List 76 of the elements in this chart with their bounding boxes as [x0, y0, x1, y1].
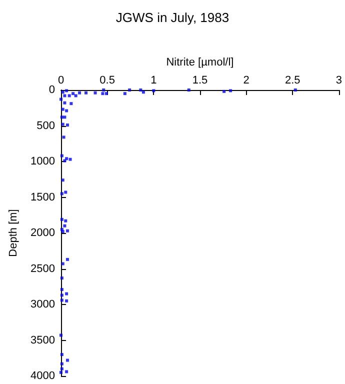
- point: [61, 230, 64, 234]
- point: [152, 89, 156, 92]
- point: [94, 91, 97, 94]
- point: [60, 353, 64, 356]
- point: [61, 90, 64, 94]
- point: [139, 88, 142, 92]
- point: [60, 294, 64, 297]
- point: [62, 136, 66, 139]
- y-tick-label: 4000: [30, 370, 55, 382]
- point: [66, 229, 69, 232]
- point: [63, 159, 66, 162]
- point: [128, 88, 132, 92]
- point: [61, 108, 64, 111]
- point: [72, 92, 75, 96]
- point: [66, 124, 69, 127]
- y-tick-label: 1000: [30, 156, 55, 168]
- point: [64, 219, 68, 222]
- x-tick-label: 3: [336, 74, 342, 86]
- point: [60, 154, 64, 158]
- point: [78, 91, 82, 94]
- y-tick-label: 3500: [30, 334, 55, 346]
- point: [74, 94, 78, 98]
- point: [66, 358, 69, 362]
- point: [101, 92, 104, 96]
- point: [60, 367, 64, 370]
- point: [222, 90, 226, 93]
- y-tick-label: 500: [36, 120, 55, 132]
- point: [70, 102, 73, 106]
- point: [65, 157, 68, 160]
- x-tick-label: 1: [150, 74, 157, 86]
- point: [65, 109, 68, 112]
- y-tick-label: 3000: [30, 298, 55, 310]
- point: [60, 192, 64, 196]
- point: [65, 299, 68, 302]
- point: [60, 98, 62, 101]
- y-tick-label: 0: [48, 84, 55, 96]
- point: [60, 334, 62, 337]
- point: [60, 298, 64, 302]
- point: [229, 89, 232, 92]
- x-tick-label: 1.5: [192, 74, 208, 86]
- x-tick-label: 2.5: [284, 74, 300, 86]
- point: [294, 88, 297, 92]
- point: [63, 116, 66, 119]
- y-tick-label: 2000: [30, 227, 55, 239]
- y-axis-title: Depth [m]: [8, 209, 20, 257]
- point: [63, 94, 66, 98]
- point: [104, 92, 108, 96]
- y-tick-label: 1500: [30, 191, 55, 204]
- point: [61, 122, 64, 126]
- x-tick-label: 2: [243, 74, 250, 86]
- point: [61, 262, 64, 266]
- chart-title: JGWS in July, 1983: [116, 10, 230, 25]
- x-tick-label: 0.5: [100, 74, 115, 86]
- point: [60, 276, 64, 280]
- x-axis-title: Nitrite [µmol/l]: [166, 56, 234, 68]
- point: [68, 158, 72, 161]
- point: [65, 370, 68, 374]
- y-tick-label: 2500: [30, 262, 55, 275]
- point: [63, 224, 66, 228]
- point: [66, 258, 69, 261]
- point: [123, 92, 126, 96]
- point: [102, 88, 106, 92]
- point: [142, 90, 145, 94]
- point: [68, 94, 71, 98]
- point: [64, 190, 68, 194]
- x-tick-label: 0: [58, 74, 64, 86]
- point: [60, 362, 64, 366]
- point: [60, 218, 64, 221]
- point: [63, 101, 66, 104]
- point: [187, 88, 190, 92]
- point: [60, 370, 62, 374]
- point: [65, 292, 68, 296]
- point: [60, 288, 64, 291]
- point: [65, 89, 68, 92]
- point: [84, 91, 88, 94]
- point: [61, 178, 64, 182]
